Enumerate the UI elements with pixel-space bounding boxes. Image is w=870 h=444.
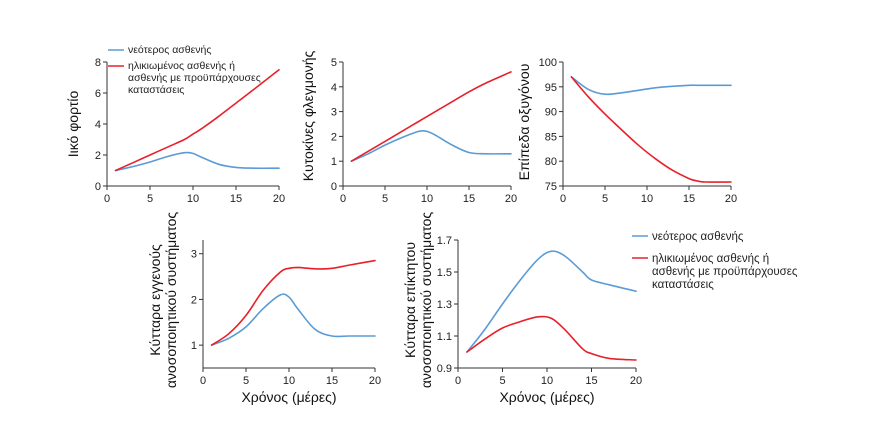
y-axis-label: Ιικό φορτίο	[65, 91, 81, 158]
series-line-old	[570, 76, 732, 183]
x-tick-label: 10	[421, 193, 433, 205]
y-tick-label: 1.3	[437, 299, 452, 311]
x-tick-label: 15	[585, 375, 597, 387]
y-tick-label: 1.1	[437, 331, 452, 343]
y-tick-label: 2	[191, 294, 197, 306]
series-line-old	[350, 71, 512, 162]
y-axis-label: ανοσοποιητικού συστήματος	[418, 212, 434, 389]
legend-right-old-label-1: ηλικιωμένος ασθενής ή	[652, 253, 769, 265]
y-tick-label: 90	[545, 107, 557, 119]
y-tick-label: 0.9	[437, 363, 452, 375]
y-tick-label: 0	[95, 181, 101, 193]
y-tick-label: 3	[331, 107, 337, 119]
x-tick-label: 20	[725, 193, 737, 205]
y-axis-label: Κυτοκίνες φλεγμονής	[300, 50, 316, 181]
x-tick-label: 5	[499, 375, 505, 387]
legend-top: νεότερος ασθενής ηλικιωμένος ασθενής ή α…	[108, 44, 261, 96]
series-line-old	[466, 315, 637, 361]
legend-top-old-label-2: ασθενής με προϋπάρχουσες	[128, 72, 261, 84]
x-tick-label: 10	[283, 375, 295, 387]
legend-right-old-label-2: ασθενής με προϋπάρχουσες	[652, 266, 798, 278]
y-tick-label: 4	[331, 82, 337, 94]
y-tick-label: 80	[545, 156, 557, 168]
legend-right-young-label: νεότερος ασθενής	[652, 231, 744, 243]
y-tick-label: 85	[545, 131, 557, 143]
x-tick-label: 0	[340, 193, 346, 205]
panel-viral-load: 0 2 4 6 8 0 5 10 15 20 Ιικό φορτίο	[65, 57, 285, 205]
x-tick-label: 5	[602, 193, 608, 205]
panel-adaptive-immune-cells: 0.9 1.1 1.3 1.5 1.7 0 5 10 15 20 Κύτταρα επίκτητου…	[402, 212, 642, 405]
series-line-old	[210, 259, 376, 346]
x-tick-label: 5	[243, 375, 249, 387]
series-line-young	[114, 151, 280, 172]
y-tick-label: 1	[331, 156, 337, 168]
y-tick-label: 1.5	[437, 267, 452, 279]
legend-right-old-label-3: καταστάσεις	[652, 279, 714, 291]
x-tick-label: 15	[683, 193, 695, 205]
panel-inflammatory-cytokines: 0 1 2 3 4 5 0 5 10 15 20 Κυτοκίνες φλεγμονής	[300, 50, 517, 205]
x-tick-label: 20	[505, 193, 517, 205]
panel-oxygen-levels: 75 80 85 90 95 100 0 5 10 15 20 Επίπεδα οξυγόνου	[516, 57, 737, 205]
y-tick-label: 5	[331, 57, 337, 69]
y-tick-label: 4	[95, 119, 101, 131]
y-tick-label: 3	[191, 249, 197, 261]
y-tick-label: 8	[95, 57, 101, 69]
y-axis-label: Κύτταρα εγγενούς	[147, 244, 163, 356]
x-tick-label: 15	[326, 375, 338, 387]
x-tick-label: 5	[382, 193, 388, 205]
x-tick-label: 5	[147, 193, 153, 205]
y-axis-label: Κύτταρα επίκτητου	[402, 242, 418, 358]
y-axis-label: Επίπεδα οξυγόνου	[516, 64, 532, 181]
x-tick-label: 0	[455, 375, 461, 387]
series-line-young	[466, 250, 637, 353]
x-tick-label: 0	[200, 375, 206, 387]
legend-top-old-label-1: ηλικιωμένος ασθενής ή	[128, 60, 235, 72]
series-line-young	[350, 130, 512, 162]
panel-innate-immune-cells: 1 2 3 0 5 10 15 20 Κύτταρα εγγενούς ανοσοποιητικο…	[147, 212, 381, 405]
legend-right: νεότερος ασθενής ηλικιωμένος ασθενής ή α…	[632, 231, 798, 291]
y-tick-label: 0	[331, 181, 337, 193]
y-axis-label: ανοσοποιητικού συστήματος	[163, 212, 179, 389]
x-tick-label: 10	[541, 375, 553, 387]
series-line-young	[570, 76, 732, 96]
y-tick-label: 100	[539, 57, 557, 69]
y-tick-label: 2	[331, 131, 337, 143]
legend-top-old-label-3: καταστάσεις	[128, 84, 184, 96]
y-tick-label: 75	[545, 181, 557, 193]
x-tick-label: 10	[641, 193, 653, 205]
y-tick-label: 2	[95, 150, 101, 162]
series-line-young	[210, 293, 376, 346]
x-tick-label: 15	[230, 193, 242, 205]
x-tick-label: 20	[630, 375, 642, 387]
x-tick-label: 15	[463, 193, 475, 205]
x-axis-label: Χρόνος (μέρες)	[241, 389, 336, 405]
y-tick-label: 1.7	[437, 235, 452, 247]
x-tick-label: 10	[187, 193, 199, 205]
y-tick-label: 1	[191, 340, 197, 352]
x-tick-label: 20	[369, 375, 381, 387]
x-tick-label: 20	[273, 193, 285, 205]
x-axis-label: Χρόνος (μέρες)	[499, 389, 594, 405]
x-tick-label: 0	[104, 193, 110, 205]
y-tick-label: 95	[545, 82, 557, 94]
x-tick-label: 0	[560, 193, 566, 205]
y-tick-label: 6	[95, 88, 101, 100]
legend-top-young-label: νεότερος ασθενής	[128, 44, 211, 56]
series-line-old	[114, 69, 280, 172]
